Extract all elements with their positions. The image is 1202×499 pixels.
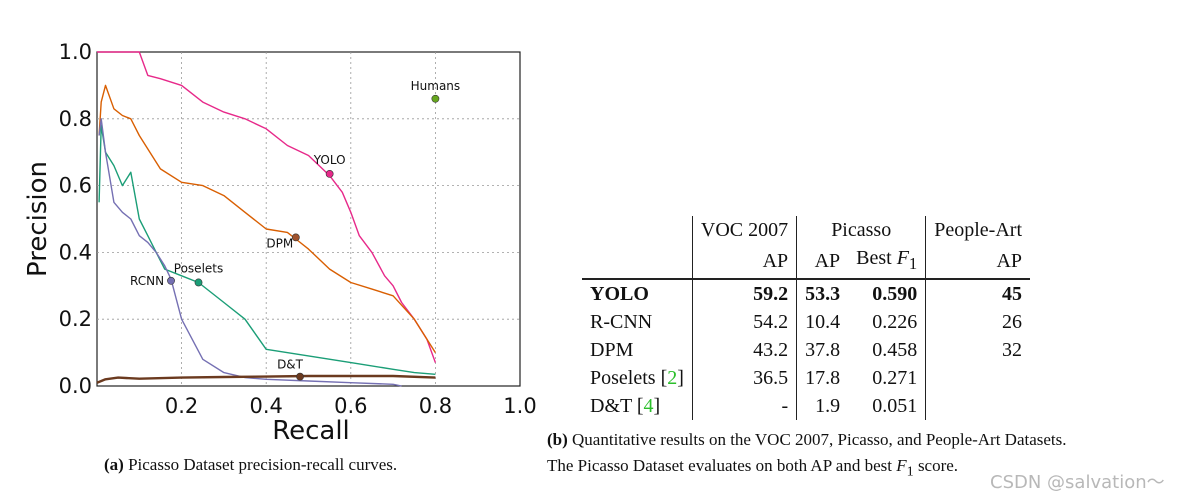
annotation-label: YOLO [313,153,346,167]
subheader-picasso-f1: Best F1 [848,244,926,280]
voc-ap-cell: 43.2 [691,336,797,364]
method-cell: YOLO [590,283,649,305]
caption-b-line2-sub: 1 [906,463,914,480]
caption-b-line2-prefix: The Picasso Dataset evaluates on both AP… [547,456,892,475]
picasso-ap-cell: 1.9 [796,392,849,420]
voc-ap-cell: 59.2 [691,279,797,308]
x-tick-label: 0.2 [165,394,198,418]
x-axis-label: Recall [272,416,350,446]
marker-poselets [194,278,203,287]
table-row: R-CNN 54.2 10.4 0.226 26 [582,308,1031,336]
method-cell: R-CNN [590,311,653,333]
caption-a-tag: (a) [104,455,124,474]
marker-rcnn [167,276,175,285]
series-line-rcnn [98,118,402,387]
markers: Humans YOLO DPM Poselets RCNN D&T [130,79,461,381]
table-row: D&T [4] - 1.9 0.051 [582,392,1031,420]
picasso-ap-cell: 17.8 [796,364,849,392]
marker-dpm [291,233,300,242]
people-ap-cell: 26 [925,308,1031,336]
people-ap-cell: 32 [925,336,1031,364]
picasso-f1-cell: 0.051 [872,395,918,417]
results-table: VOC 2007 Picasso People-Art AP AP Best F… [582,216,1031,420]
picasso-ap-cell: 37.8 [796,336,849,364]
series-line-poselets [98,124,436,375]
series-line-dpm [98,84,436,353]
subheader-people-ap: AP [925,244,1031,280]
caption-b: (b) Quantitative results on the VOC 2007… [547,430,1067,450]
marker-humans [431,94,440,103]
x-tick-label: 1.0 [503,394,536,418]
series-line-dt [96,374,436,384]
table-header-row-2: AP AP Best F1 AP [582,244,1031,280]
watermark: CSDN @salvation～ [990,472,1165,493]
marker-yolo [325,170,334,178]
x-tick-label: 0.8 [419,394,452,418]
series-line-yolo [97,51,437,363]
picasso-ap-cell: 53.3 [796,279,849,308]
method-cell: DPM [590,339,634,361]
subheader-f1-var: F [896,247,909,269]
y-tick-label: 0.6 [59,174,92,198]
picasso-f1-cell: 0.458 [872,339,918,361]
annotation-label: DPM [266,236,293,250]
picasso-ap-cell: 10.4 [796,308,849,336]
voc-ap-cell: - [691,392,797,420]
picasso-f1-cell: 0.590 [872,283,918,305]
subheader-voc-ap: AP [691,244,797,280]
curves [96,51,437,387]
method-name: Poselets [590,367,656,389]
plot-area [96,51,521,387]
subheader-picasso-ap: AP [796,244,849,280]
people-ap-cell [925,392,1031,420]
people-ap-cell: 45 [925,279,1031,308]
y-tick-label: 0.4 [59,240,92,264]
table-subheader-method [582,244,693,280]
caption-b-tag: (b) [547,430,568,449]
citation-link[interactable]: 2 [667,367,678,389]
annotation-label: RCNN [130,274,164,288]
y-tick-label: 0.0 [59,374,92,398]
people-ap-cell [925,364,1031,392]
voc-ap-cell: 54.2 [691,308,797,336]
y-tick-label: 0.2 [59,307,92,331]
table-row: DPM 43.2 37.8 0.458 32 [582,336,1031,364]
y-tick-label: 0.8 [59,107,92,131]
picasso-f1-cell: 0.271 [872,367,918,389]
subheader-f1-prefix: Best [856,247,892,269]
method-cell: D&T [4] [590,395,661,417]
picasso-f1-cell: 0.226 [872,311,918,333]
x-ticks: 0.2 0.4 0.6 0.8 1.0 [165,394,537,418]
table-row: Poselets [2] 36.5 17.8 0.271 [582,364,1031,392]
method-name: D&T [590,395,632,417]
method-cell: Poselets [2] [590,367,684,389]
header-voc: VOC 2007 [691,216,797,244]
x-tick-label: 0.4 [249,394,282,418]
citation-link[interactable]: 4 [643,395,654,417]
caption-b-line1: Quantitative results on the VOC 2007, Pi… [572,430,1067,449]
marker-dt [296,372,304,381]
header-picasso: Picasso [796,216,926,244]
table-header-row-1: VOC 2007 Picasso People-Art [582,216,1031,244]
grid [97,52,520,386]
y-ticks: 0.0 0.2 0.4 0.6 0.8 1.0 [59,40,92,398]
y-axis-label: Precision [23,161,53,277]
x-tick-label: 0.6 [334,394,367,418]
caption-b-line2: The Picasso Dataset evaluates on both AP… [547,456,958,480]
caption-b-line2-var: F [896,456,907,475]
subheader-f1-sub: 1 [908,254,918,273]
annotation-label: Humans [411,79,461,93]
annotation-label: Poselets [174,261,223,275]
annotation-label: D&T [277,358,304,372]
caption-b-line2-suffix: score. [917,456,959,475]
voc-ap-cell: 36.5 [691,364,797,392]
table-header-method [582,216,692,244]
y-tick-label: 1.0 [59,40,92,64]
header-people-art: People-Art [925,216,1031,244]
caption-a: (a) Picasso Dataset precision-recall cur… [104,455,397,475]
table-row: YOLO 59.2 53.3 0.590 45 [582,279,1031,308]
caption-a-text: Picasso Dataset precision-recall curves. [128,455,398,474]
